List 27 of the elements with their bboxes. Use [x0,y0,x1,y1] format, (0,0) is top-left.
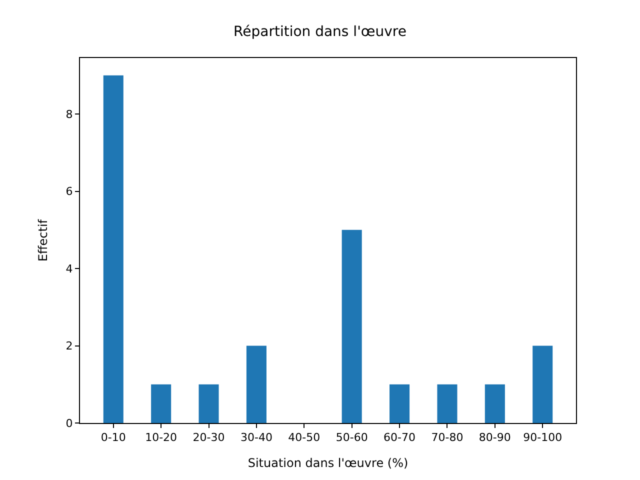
bar [437,384,458,423]
bar [151,384,172,423]
y-tick-label: 4 [66,262,73,276]
y-tick-label: 8 [66,108,73,121]
bar [390,384,410,423]
x-axis-title: Situation dans l'œuvre (%) [248,456,408,470]
x-tick-label: 50-60 [336,431,368,444]
x-tick-label: 0-10 [100,431,126,444]
x-tick-label: 90-100 [523,431,562,444]
bar [342,230,362,423]
x-tick-label: 30-40 [240,431,272,444]
bar [246,346,266,423]
x-tick-label: 60-70 [384,431,416,444]
bar [103,75,124,423]
chart-title: Répartition dans l'œuvre [234,24,406,40]
y-axis-title: Effectif [36,218,50,262]
y-tick-label: 0 [66,416,73,430]
bar [198,384,219,423]
x-tick-label: 40-50 [288,431,320,444]
bar [532,346,553,423]
x-tick-label: 20-30 [192,431,225,444]
y-tick-label: 6 [66,185,73,198]
x-tick-label: 10-20 [145,431,178,444]
y-tick-label: 2 [66,340,73,353]
x-tick-label: 80-90 [478,431,511,444]
bar [484,384,505,423]
x-tick-label: 70-80 [431,431,464,444]
